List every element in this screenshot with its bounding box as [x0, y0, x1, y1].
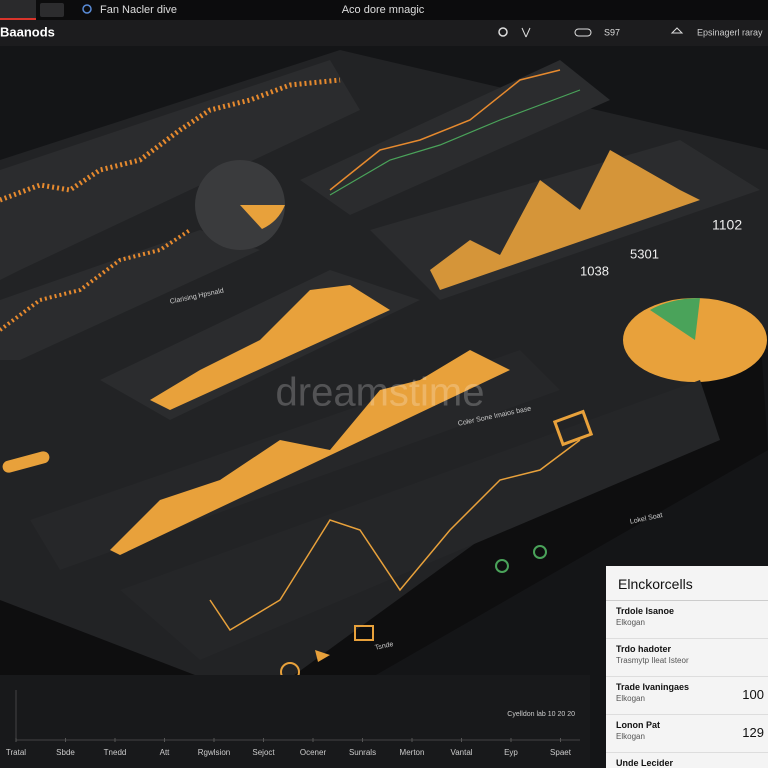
icon-button[interactable]: [315, 650, 330, 662]
window-title: Aco dore mnagic: [342, 4, 425, 16]
icon-button[interactable]: [354, 625, 374, 641]
item-subtitle: Elkogan: [616, 618, 645, 627]
axis-label: Sejoct: [252, 748, 275, 757]
line-trace: [329, 89, 581, 196]
axis-label: Sunrals: [349, 748, 376, 757]
axis-labels: Tratal Sbde Tnedd Att Rgwlsion Sejoct Ocener Su…: [6, 738, 572, 757]
item-value: 129: [742, 725, 764, 740]
axis-label: Eyp: [504, 748, 518, 757]
tab-bar: [0, 0, 768, 20]
panel: [300, 60, 610, 215]
axis-label: Tratal: [6, 748, 26, 757]
tab-indicator: [0, 18, 36, 20]
item-title: Trdo hadoter: [616, 644, 672, 654]
list-item[interactable]: Trdo hadoter Trasmytp Ileat Isteor: [606, 639, 768, 677]
candles: [0, 77, 341, 203]
stat-number: 1038: [580, 263, 609, 278]
list-item[interactable]: Unde LeciderElkogan: [606, 753, 768, 768]
axis-label: Ocener: [300, 748, 327, 757]
line-trace: [329, 69, 561, 191]
area: [150, 285, 390, 410]
line-trace: [209, 439, 581, 632]
area: [110, 350, 510, 555]
list-item[interactable]: Lonon Pat Elkogan 129: [606, 715, 768, 753]
axis-label: Tnedd: [104, 748, 127, 757]
icon-button[interactable]: [533, 545, 547, 559]
tab[interactable]: [40, 3, 64, 17]
slider[interactable]: [1, 450, 50, 474]
axis-label: Merton: [400, 748, 425, 757]
panel: [0, 230, 260, 360]
header-title: Baanods: [0, 24, 55, 39]
search-icon[interactable]: [498, 27, 508, 37]
axis-label: Rgwlsion: [198, 748, 230, 757]
item-title: Unde Lecider: [616, 758, 674, 768]
chart-caption: Cyelldon lab 10 20 20: [507, 711, 575, 718]
header-bar: [0, 20, 768, 46]
tab-title[interactable]: Fan Nacler dive: [100, 4, 177, 16]
candles: [0, 228, 192, 332]
toggle[interactable]: [574, 28, 592, 37]
side-panel: Elnckorcells Trdole Isanoe Elkogan Trdo ha…: [606, 566, 768, 768]
item-subtitle: Trasmytp Ileat Isteor: [616, 656, 689, 665]
bars: [430, 150, 700, 290]
icon-button[interactable]: [495, 559, 509, 573]
tab[interactable]: [0, 0, 36, 20]
axis-label: Spaet: [550, 748, 572, 757]
watermark: dreamstime: [276, 371, 485, 415]
item-title: Lonon Pat: [616, 720, 660, 730]
icon[interactable]: [521, 27, 531, 38]
header-stat: S97: [604, 27, 620, 37]
item-title: Trdole Isanoe: [616, 606, 675, 616]
caption: Tsnde: [374, 641, 394, 652]
pie-slice: [650, 298, 700, 340]
axis-label: Att: [160, 748, 171, 757]
panel: [120, 380, 720, 660]
stat-number: 5301: [630, 246, 659, 261]
list-item[interactable]: Trade Ivaningaes Elkogan 100: [606, 677, 768, 715]
tab-icon: [82, 4, 92, 14]
item-title: Trade Ivaningaes: [616, 682, 690, 692]
item-subtitle: Elkogan: [616, 732, 645, 741]
icon[interactable]: [670, 27, 684, 34]
item-subtitle: Elkogan: [616, 694, 645, 703]
header-menu[interactable]: Epsinagerl raray: [697, 27, 763, 37]
list-item[interactable]: Trdole Isanoe Elkogan: [606, 601, 768, 639]
axis-label: Vantal: [450, 748, 472, 757]
panel: [0, 60, 360, 280]
panel-title: Elnckorcells: [606, 566, 768, 601]
logo-icon: [552, 409, 594, 447]
item-value: 100: [742, 687, 764, 702]
item-list: Trdole Isanoe Elkogan Trdo hadoter Trasmytp…: [606, 601, 768, 768]
pie-slice: [240, 205, 285, 229]
axis-label: Sbde: [56, 748, 75, 757]
stat-number: 1102: [712, 217, 742, 233]
bottom-chart: [0, 675, 590, 768]
